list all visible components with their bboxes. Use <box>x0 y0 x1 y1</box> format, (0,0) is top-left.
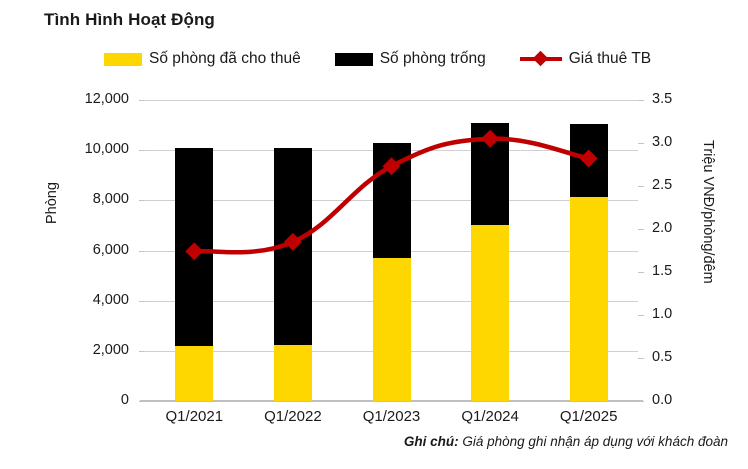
y-axis-right-tick-label: 2.5 <box>652 177 673 193</box>
y-tick-mark-right <box>638 401 644 402</box>
legend-label-avg-price: Giá thuê TB <box>568 50 652 67</box>
y-axis-right-tick-label: 3.5 <box>652 91 673 107</box>
y-tick-mark-left <box>139 100 145 101</box>
legend-item-vacant[interactable]: Số phòng trống <box>334 50 486 68</box>
y-tick-mark-right <box>638 358 644 359</box>
chart-title: Tình Hình Hoạt Động <box>44 10 215 29</box>
y-axis-left-tick-label: 10,000 <box>84 141 129 158</box>
y-axis-left-tick-label: 0 <box>120 392 129 408</box>
y-tick-mark-right <box>638 186 644 187</box>
bar-segment-vacant[interactable] <box>175 147 214 346</box>
y-axis-left-tick-label: 2,000 <box>92 341 129 358</box>
y-axis-right-tick-label: 1.0 <box>652 306 673 322</box>
bar-segment-occupied[interactable] <box>175 345 214 401</box>
y-axis-right-tick-label: 0.5 <box>652 349 673 365</box>
y-axis-right-title: Triệu VNĐ/phòng/đêm <box>700 140 716 284</box>
bar-segment-occupied[interactable] <box>273 344 312 401</box>
y-tick-mark-left <box>139 150 145 152</box>
legend-item-avg-price[interactable]: Giá thuê TB <box>519 50 652 68</box>
y-tick-mark-right <box>638 315 644 316</box>
y-axis-right-tick-label: 0.0 <box>652 392 673 408</box>
legend-item-occupied[interactable]: Số phòng đã cho thuê <box>104 50 301 68</box>
plot-area <box>139 100 644 402</box>
y-tick-mark-left <box>139 250 145 252</box>
y-tick-mark-right <box>638 143 644 144</box>
bar-segment-vacant[interactable] <box>273 147 312 345</box>
x-axis-baseline <box>140 400 643 402</box>
x-axis-tick-label: Q1/2021 <box>165 408 224 425</box>
bar-segment-vacant[interactable] <box>569 123 608 197</box>
legend-label-occupied: Số phòng đã cho thuê <box>149 50 301 67</box>
y-tick-mark-right <box>638 229 644 230</box>
y-axis-right-tick-label: 1.5 <box>652 263 673 279</box>
x-axis-tick-label: Q1/2022 <box>264 408 322 425</box>
bar-segment-vacant[interactable] <box>471 122 510 226</box>
footnote-text: Giá phòng ghi nhận áp dụng với khách đoà… <box>458 434 728 449</box>
y-axis-left-tick-label: 8,000 <box>92 191 129 208</box>
bar-segment-vacant[interactable] <box>372 142 411 259</box>
gridline-y <box>145 100 638 101</box>
x-axis-tick-label: Q1/2025 <box>559 408 618 425</box>
y-tick-mark-left <box>139 401 145 402</box>
x-axis-tick-label: Q1/2024 <box>461 408 519 425</box>
y-tick-mark-right <box>638 100 644 101</box>
y-axis-right-tick-label: 2.0 <box>652 220 673 236</box>
y-tick-mark-right <box>638 272 644 273</box>
y-axis-right-tick-label: 3.0 <box>652 134 673 150</box>
footnote-label: Ghi chú: <box>403 434 459 449</box>
bar-segment-occupied[interactable] <box>471 225 510 401</box>
x-axis-tick-label: Q1/2023 <box>362 408 421 425</box>
legend-label-vacant: Số phòng trống <box>379 50 486 67</box>
legend-swatch-occupied <box>104 52 142 66</box>
legend-swatch-vacant <box>334 52 373 66</box>
y-tick-mark-left <box>139 300 145 302</box>
y-axis-left-tick-label: 12,000 <box>84 91 129 107</box>
footnote: Ghi chú: Giá phòng ghi nhận áp dụng với … <box>404 434 728 449</box>
bar-segment-occupied[interactable] <box>372 258 411 401</box>
y-axis-left-tick-label: 4,000 <box>92 291 129 308</box>
chart-legend: Số phòng đã cho thuê Số phòng trống Giá … <box>104 48 704 70</box>
y-tick-mark-left <box>139 350 145 352</box>
y-axis-left-tick-label: 6,000 <box>92 241 129 258</box>
bar-segment-occupied[interactable] <box>569 196 608 401</box>
legend-line-diamond-icon <box>519 50 562 67</box>
y-tick-mark-left <box>139 200 145 202</box>
